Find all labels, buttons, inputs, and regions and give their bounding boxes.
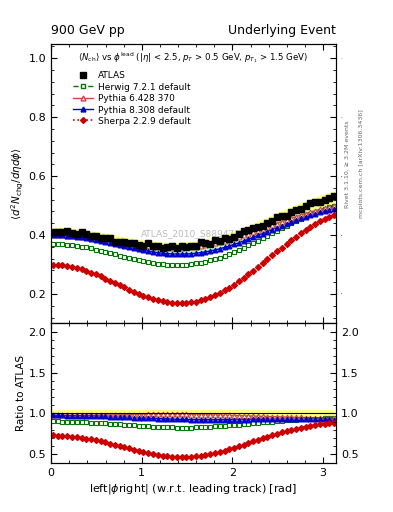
Text: Rivet 3.1.10, ≥ 3.2M events: Rivet 3.1.10, ≥ 3.2M events — [345, 120, 350, 208]
Y-axis label: Ratio to ATLAS: Ratio to ATLAS — [16, 355, 26, 432]
Legend: ATLAS, Herwig 7.2.1 default, Pythia 6.428 370, Pythia 8.308 default, Sherpa 2.2.: ATLAS, Herwig 7.2.1 default, Pythia 6.42… — [70, 68, 194, 130]
Text: Underlying Event: Underlying Event — [228, 24, 336, 36]
Text: $\langle N_{\rm ch}\rangle$ vs $\phi^{\rm lead}$ ($|\eta|$ < 2.5, $p_T$ > 0.5 Ge: $\langle N_{\rm ch}\rangle$ vs $\phi^{\r… — [78, 51, 309, 66]
X-axis label: left$|\phi$right$|$ (w.r.t. leading track) [rad]: left$|\phi$right$|$ (w.r.t. leading trac… — [90, 482, 298, 497]
Text: ATLAS_2010_S8894728: ATLAS_2010_S8894728 — [141, 229, 246, 239]
Text: 900 GeV pp: 900 GeV pp — [51, 24, 125, 36]
Text: mcplots.cern.ch [arXiv:1306.3436]: mcplots.cern.ch [arXiv:1306.3436] — [359, 110, 364, 218]
Y-axis label: $\langle d^2 N_{\rm chg}/d\eta d\phi \rangle$: $\langle d^2 N_{\rm chg}/d\eta d\phi \ra… — [9, 147, 26, 220]
